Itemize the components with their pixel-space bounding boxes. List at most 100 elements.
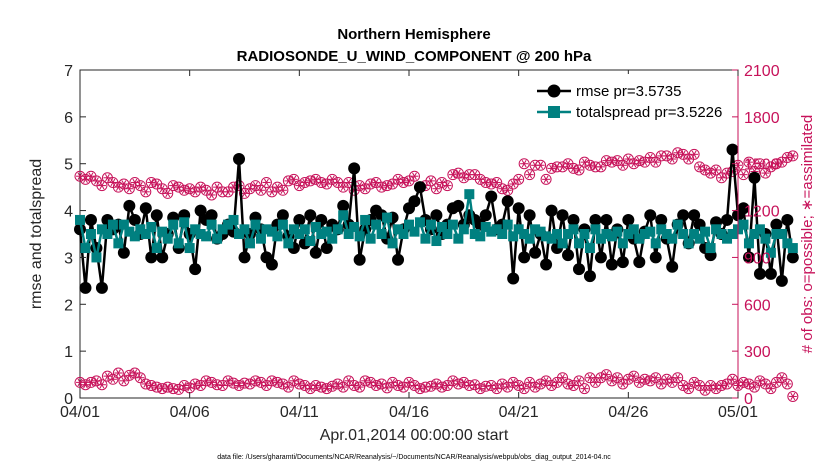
totalspread-point: [146, 221, 157, 232]
obs-possible-point: [173, 181, 185, 193]
obs-possible-point: [688, 148, 700, 160]
obs-assimilated-star-stroke: [455, 380, 461, 388]
totalspread-point: [552, 229, 563, 239]
obs-possible-star-stroke: [472, 170, 478, 179]
obs-possible-star-stroke: [521, 160, 527, 168]
obs-possible-point: [765, 161, 777, 173]
obs-assimilated-point: [337, 381, 349, 393]
obs-possible-point: [123, 183, 135, 195]
obs-possible-star-stroke: [461, 174, 467, 182]
obs-possible-circle: [513, 173, 525, 185]
totalspread-point: [464, 189, 475, 200]
obs-possible-circle: [705, 167, 717, 179]
obs-possible-star-stroke: [741, 170, 746, 179]
obs-possible-circle: [759, 167, 771, 179]
obs-assimilated-circle: [677, 380, 689, 392]
obs-assimilated-circle: [304, 383, 316, 395]
obs-assimilated-point: [365, 376, 377, 388]
obs-assimilated-circle: [365, 376, 377, 388]
obs-assimilated-circle: [578, 383, 590, 395]
obs-assimilated-circle: [96, 379, 108, 391]
rmse-point: [721, 213, 734, 226]
obs-assimilated-star-stroke: [94, 377, 99, 385]
obs-assimilated-point: [688, 376, 700, 388]
obs-possible-point: [408, 170, 420, 182]
obs-possible-point: [513, 173, 525, 185]
obs-possible-circle: [123, 183, 135, 195]
obs-assimilated-point: [480, 380, 492, 392]
y-right-tick-label: 1200: [744, 204, 780, 221]
obs-possible-circle: [441, 180, 453, 192]
rmse-point: [633, 256, 646, 269]
obs-possible-circle: [617, 159, 629, 171]
y-tick-label: 6: [64, 110, 73, 127]
totalspread-point: [453, 233, 464, 244]
obs-possible-point: [398, 176, 410, 188]
totalspread-point: [683, 238, 694, 249]
totalspread-point: [782, 238, 793, 249]
obs-assimilated-circle: [765, 383, 777, 395]
obs-assimilated-star-stroke: [450, 377, 456, 385]
obs-assimilated-star-stroke: [302, 381, 308, 390]
obs-possible-star-stroke: [170, 181, 176, 190]
obs-possible-star-stroke: [631, 160, 637, 168]
rmse-point: [413, 181, 426, 194]
totalspread-point: [661, 229, 672, 239]
obs-possible-star-stroke: [104, 174, 110, 182]
totalspread-point: [771, 229, 782, 239]
obs-possible-circle: [765, 161, 777, 173]
obs-assimilated-star-stroke: [253, 377, 258, 385]
obs-possible-star-stroke: [653, 158, 659, 166]
obs-assimilated-point: [282, 381, 294, 393]
obs-possible-star-stroke: [603, 156, 609, 165]
totalspread-point: [508, 231, 519, 242]
obs-assimilated-point: [622, 373, 634, 385]
totalspread-point: [606, 231, 617, 242]
totalspread-point: [568, 224, 579, 235]
obs-assimilated-point: [244, 378, 256, 390]
rmse-point: [128, 213, 141, 226]
obs-assimilated-point: [74, 376, 86, 388]
obs-assimilated-star-stroke: [521, 384, 527, 393]
x-tick-label: 04/16: [389, 404, 429, 421]
rmse-point: [688, 209, 701, 222]
obs-assimilated-star-stroke: [313, 381, 319, 390]
obs-possible-circle: [436, 176, 448, 188]
obs-assimilated-circle: [513, 380, 525, 392]
obs-assimilated-circle: [485, 380, 497, 392]
totalspread-point: [151, 243, 162, 254]
obs-possible-circle: [430, 183, 442, 195]
obs-assimilated-point: [650, 372, 662, 384]
y-tick-label: 5: [64, 157, 73, 174]
totalspread-point: [623, 229, 634, 239]
obs-possible-star-stroke: [614, 156, 620, 165]
totalspread-point: [787, 243, 798, 254]
obs-possible-circle: [710, 164, 722, 176]
totalspread-point: [650, 238, 661, 249]
totalspread-point: [365, 233, 376, 244]
rmse-point: [145, 251, 158, 264]
obs-assimilated-circle: [326, 380, 338, 392]
totalspread-point: [667, 233, 678, 244]
obs-assimilated-point: [573, 375, 585, 387]
rmse-point: [309, 246, 322, 259]
obs-assimilated-star-stroke: [346, 377, 352, 385]
rmse-point: [430, 209, 443, 222]
rmse-point: [622, 213, 635, 226]
obs-assimilated-star-stroke: [406, 378, 412, 387]
totalspread-point: [305, 236, 316, 247]
obs-possible-point: [79, 173, 91, 185]
obs-assimilated-circle: [705, 380, 717, 392]
totalspread-point: [469, 229, 480, 239]
obs-assimilated-point: [206, 376, 218, 388]
obs-assimilated-star-stroke: [625, 375, 631, 383]
rmse-point: [512, 202, 525, 215]
obs-assimilated-circle: [134, 372, 146, 384]
obs-possible-circle: [293, 180, 305, 192]
obs-assimilated-star-stroke: [137, 373, 143, 382]
obs-possible-star-stroke: [181, 186, 187, 194]
totalspread-point: [299, 224, 310, 235]
totalspread-point: [672, 219, 683, 230]
obs-assimilated-point: [200, 375, 212, 387]
obs-possible-circle: [112, 181, 124, 193]
